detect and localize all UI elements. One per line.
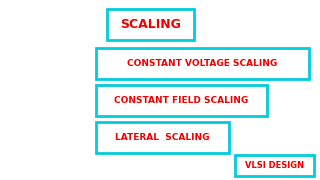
Text: SCALING: SCALING: [120, 18, 181, 31]
Text: VLSI DESIGN: VLSI DESIGN: [245, 161, 304, 170]
Text: CONSTANT VOLTAGE SCALING: CONSTANT VOLTAGE SCALING: [127, 59, 277, 68]
Text: LATERAL  SCALING: LATERAL SCALING: [115, 133, 210, 142]
Text: CONSTANT FIELD SCALING: CONSTANT FIELD SCALING: [115, 96, 249, 105]
